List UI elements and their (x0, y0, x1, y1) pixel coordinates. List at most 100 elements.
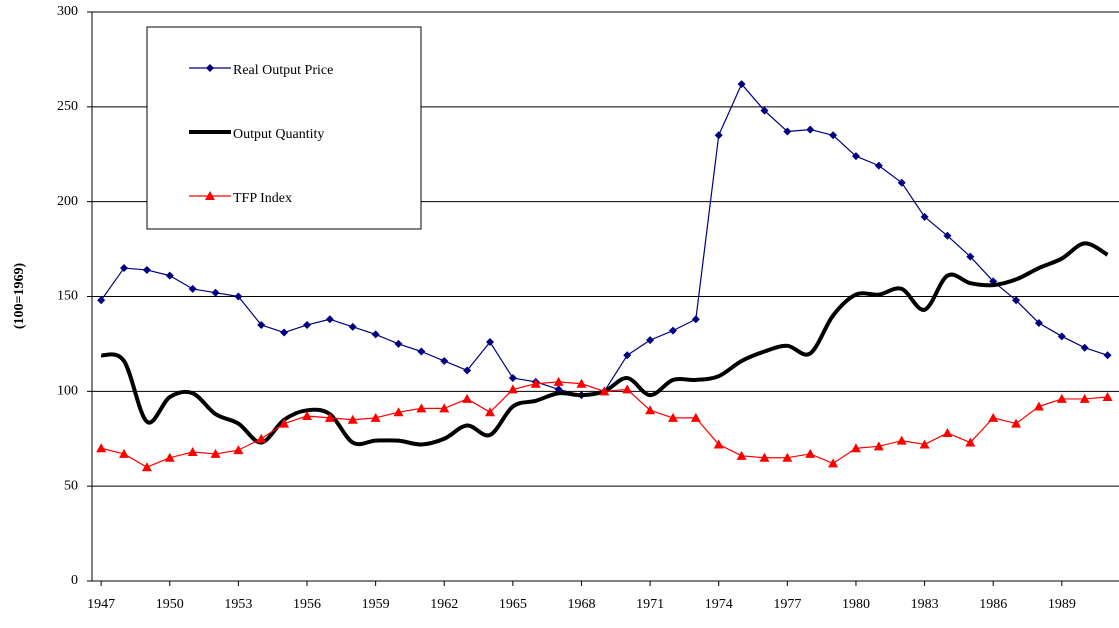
point (1057, 332, 1066, 341)
point (713, 439, 724, 449)
point (142, 265, 151, 274)
point (623, 351, 632, 360)
point (347, 414, 358, 424)
point (211, 288, 220, 297)
y-tick-label: 250 (57, 99, 78, 114)
point (302, 410, 313, 420)
y-tick-label: 0 (71, 573, 78, 588)
point (850, 443, 861, 453)
y-axis-label: (100=1969) (12, 263, 27, 330)
y-tick-label: 300 (57, 4, 78, 19)
point (1080, 343, 1089, 352)
x-tick-label: 1989 (1048, 597, 1076, 612)
point (919, 439, 930, 449)
point (806, 125, 815, 134)
point (280, 328, 289, 337)
point (782, 452, 793, 462)
point (348, 322, 357, 331)
point (759, 452, 770, 462)
point (440, 356, 449, 365)
point (141, 462, 152, 472)
point (851, 152, 860, 161)
point (439, 403, 450, 413)
point (1102, 392, 1113, 402)
point (783, 127, 792, 136)
point (393, 407, 404, 417)
x-tick-label: 1953 (224, 597, 252, 612)
point (530, 378, 541, 388)
point (760, 106, 769, 115)
point (206, 64, 214, 72)
point (965, 437, 976, 447)
x-tick-label: 1983 (911, 597, 939, 612)
point (645, 405, 656, 415)
y-tick-label: 150 (57, 289, 78, 304)
point (234, 292, 243, 301)
point (829, 131, 838, 140)
point (256, 433, 267, 443)
y-tick-label: 200 (57, 194, 78, 209)
point (805, 448, 816, 458)
point (1011, 418, 1022, 428)
point (553, 376, 564, 386)
x-tick-label: 1950 (156, 597, 184, 612)
y-tick-label: 50 (64, 478, 78, 493)
point (599, 386, 610, 396)
x-tick-label: 1986 (979, 597, 1007, 612)
point (370, 412, 381, 422)
point (324, 412, 335, 422)
point (165, 271, 174, 280)
point (210, 448, 221, 458)
point (485, 338, 494, 347)
point (1012, 296, 1021, 305)
point (942, 428, 953, 438)
x-tick-label: 1962 (430, 597, 458, 612)
legend: Real Output Price Output Quantity TFP Inde… (146, 26, 422, 230)
y-tick-label: 100 (57, 384, 78, 399)
legend-label: Output Quantity (233, 127, 324, 142)
point (484, 407, 495, 417)
x-tick-label: 1965 (499, 597, 527, 612)
point (187, 447, 198, 457)
point (576, 378, 587, 388)
point (736, 450, 747, 460)
series-line (100, 241, 1109, 447)
point (988, 412, 999, 422)
point (1034, 319, 1043, 328)
point (394, 339, 403, 348)
point (667, 412, 678, 422)
point (1079, 393, 1090, 403)
point (205, 191, 215, 200)
point (371, 330, 380, 339)
point (303, 320, 312, 329)
point (897, 178, 906, 187)
point (622, 384, 633, 394)
point (1033, 401, 1044, 411)
point (233, 445, 244, 455)
x-tick-label: 1977 (773, 597, 801, 612)
point (120, 264, 129, 273)
point (325, 315, 334, 324)
x-tick-label: 1974 (705, 597, 733, 612)
point (714, 131, 723, 140)
point (508, 374, 517, 383)
legend-label: Real Output Price (233, 63, 333, 78)
point (737, 80, 746, 89)
point (874, 161, 883, 170)
point (507, 384, 518, 394)
x-tick-label: 1971 (636, 597, 664, 612)
point (416, 403, 427, 413)
x-tick-label: 1947 (87, 597, 115, 612)
point (96, 443, 107, 453)
point (257, 320, 266, 329)
point (188, 284, 197, 293)
point (646, 336, 655, 345)
point (119, 448, 130, 458)
x-tick-label: 1959 (362, 597, 390, 612)
x-tick-label: 1980 (842, 597, 870, 612)
point (668, 326, 677, 335)
legend-label: TFP Index (233, 191, 292, 206)
point (943, 231, 952, 240)
legend-box (146, 26, 422, 230)
